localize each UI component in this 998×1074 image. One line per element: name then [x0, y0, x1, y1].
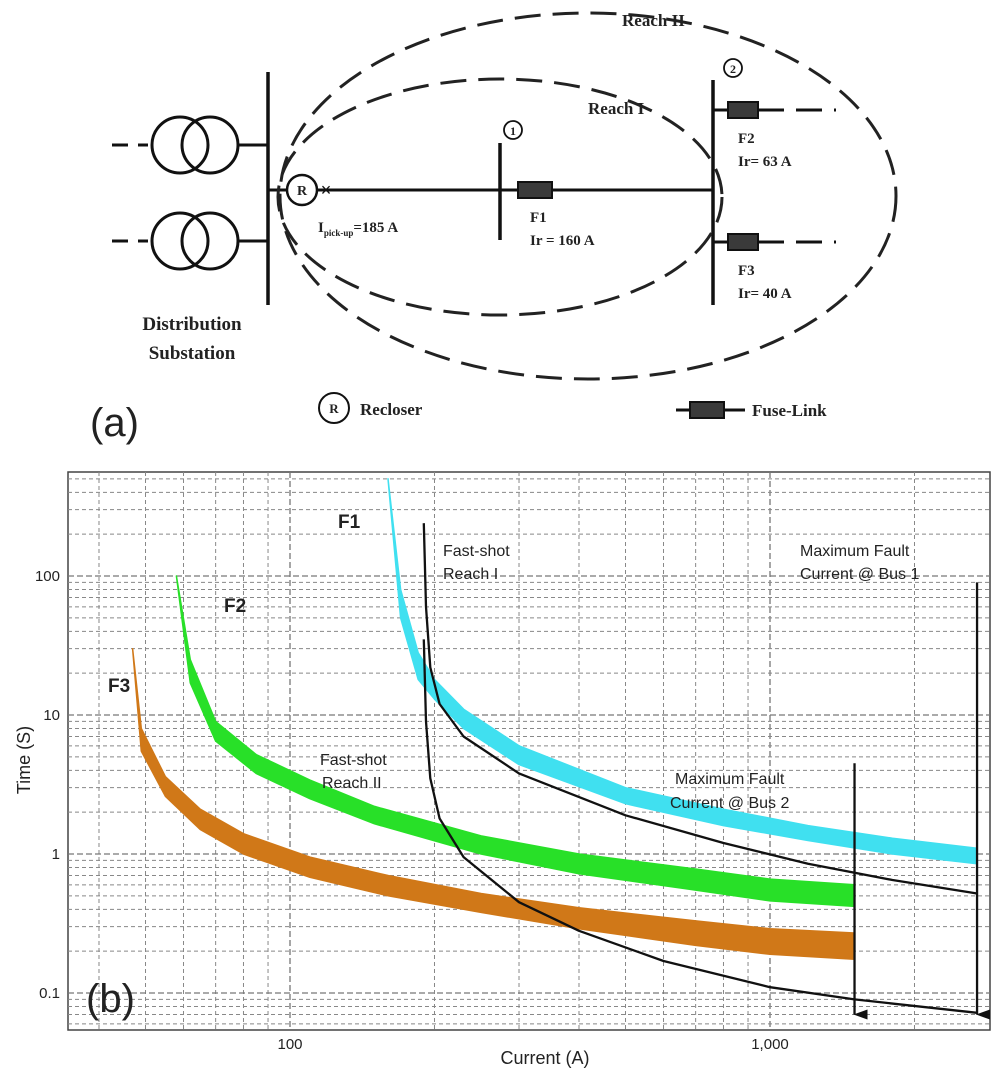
fuse-f1-name: F1: [530, 210, 547, 226]
fault-current-markers: [853, 582, 991, 1020]
breaker-x-icon: ×: [321, 180, 332, 200]
recloser-symbol-label: R: [297, 184, 308, 199]
annotation-fast-reach1-line1: Fast-shot: [443, 543, 510, 560]
annotation-f1: F1: [338, 512, 361, 533]
recloser-curve-fast-shot-reach-ii: [422, 639, 978, 1014]
fuse-f3: [727, 233, 759, 251]
axis-ticks: 100 1,000 0.1 1 10 100: [35, 568, 789, 1053]
fuse-f2-rating: Ir= 63 A: [738, 154, 792, 170]
y-tick-label: 1: [52, 846, 60, 863]
fuse-f2-name: F2: [738, 131, 755, 147]
annotation-f2: F2: [224, 596, 246, 617]
recloser-curves: [422, 523, 978, 1014]
annotation-bus1-line2: Current @ Bus 1: [800, 566, 920, 583]
transformer-top: [112, 115, 268, 175]
x-axis-label: Current (A): [500, 1048, 589, 1068]
bus-2-number: 2: [730, 62, 736, 76]
annotation-fast-reach2-line1: Fast-shot: [320, 752, 387, 769]
reach-1-label: Reach I: [588, 99, 645, 118]
x-tick-label: 100: [277, 1036, 302, 1053]
panel-a-label: (a): [90, 401, 139, 445]
reach-2-label: Reach II: [622, 11, 685, 30]
substation-label-line1: Distribution: [142, 314, 242, 335]
legend-recloser-label: Recloser: [360, 400, 423, 419]
annotation-bus2-line2: Current @ Bus 2: [670, 795, 790, 812]
y-tick-label: 10: [43, 707, 60, 724]
fuse-f2: [727, 101, 759, 119]
annotation-bus2-line1: Maximum Fault: [675, 771, 785, 788]
fuse-f1: [517, 181, 553, 199]
y-tick-label: 100: [35, 568, 60, 585]
panel-b-label: (b): [86, 977, 135, 1021]
legend-fuse-label: Fuse-Link: [752, 401, 827, 420]
annotation-f3: F3: [108, 676, 130, 697]
bus-1-number: 1: [510, 124, 516, 138]
recloser-symbol: R ×: [285, 173, 332, 207]
panel-b-chart: 100 1,000 0.1 1 10 100 F1 F2 F3 Fast-shot Rea…: [14, 471, 991, 1068]
annotation-fast-reach2-line2: Reach II: [322, 775, 382, 792]
y-axis-label: Time (S): [14, 726, 34, 794]
annotation-fast-reach1-line2: Reach I: [443, 566, 498, 583]
fuse-f3-name: F3: [738, 263, 755, 279]
transformer-bottom: [112, 211, 268, 271]
legend-recloser: R Recloser: [318, 392, 423, 424]
legend-fuse-icon: [689, 401, 725, 419]
fuse-f1-rating: Ir = 160 A: [530, 233, 595, 249]
x-tick-label: 1,000: [751, 1036, 789, 1053]
recloser-curve-fast-shot-reach-i: [422, 523, 978, 895]
pickup-current-label: Ipick-up=185 A: [318, 220, 398, 238]
y-tick-label: 0.1: [39, 985, 60, 1002]
fuse-f3-rating: Ir= 40 A: [738, 286, 792, 302]
panel-a-diagram: R × Ipick-up=185 A 1 F1 Ir = 160 A 2 F2 …: [90, 11, 898, 445]
legend-fuse: Fuse-Link: [676, 401, 827, 420]
annotation-bus1-line1: Maximum Fault: [800, 543, 910, 560]
legend-recloser-symbol: R: [329, 401, 339, 416]
substation-label-line2: Substation: [149, 343, 236, 364]
reach-1-boundary: [276, 77, 724, 317]
reach-2-boundary: [278, 11, 898, 381]
